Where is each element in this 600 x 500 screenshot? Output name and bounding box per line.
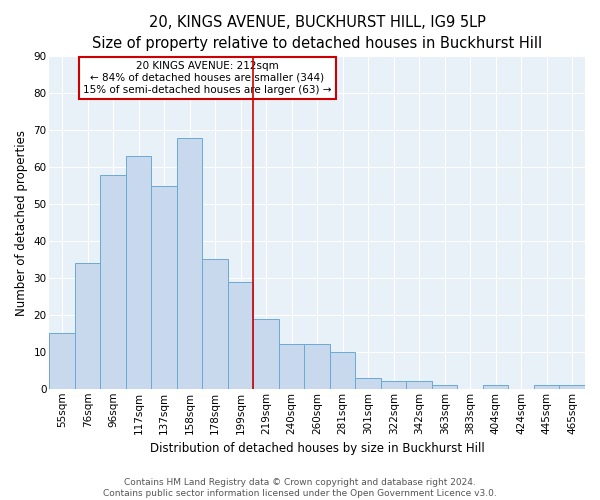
Bar	[559, 385, 585, 389]
X-axis label: Distribution of detached houses by size in Buckhurst Hill: Distribution of detached houses by size …	[150, 442, 485, 455]
Bar	[483, 385, 508, 389]
Bar	[304, 344, 330, 389]
Y-axis label: Number of detached properties: Number of detached properties	[15, 130, 28, 316]
Title: 20, KINGS AVENUE, BUCKHURST HILL, IG9 5LP
Size of property relative to detached : 20, KINGS AVENUE, BUCKHURST HILL, IG9 5L…	[92, 15, 542, 51]
Bar	[330, 352, 355, 389]
Bar	[406, 382, 432, 389]
Text: 20 KINGS AVENUE: 212sqm
← 84% of detached houses are smaller (344)
15% of semi-d: 20 KINGS AVENUE: 212sqm ← 84% of detache…	[83, 62, 332, 94]
Bar	[151, 186, 177, 389]
Bar	[177, 138, 202, 389]
Text: Contains HM Land Registry data © Crown copyright and database right 2024.
Contai: Contains HM Land Registry data © Crown c…	[103, 478, 497, 498]
Bar	[534, 385, 559, 389]
Bar	[49, 334, 75, 389]
Bar	[126, 156, 151, 389]
Bar	[432, 385, 457, 389]
Bar	[75, 263, 100, 389]
Bar	[253, 318, 279, 389]
Bar	[355, 378, 381, 389]
Bar	[100, 174, 126, 389]
Bar	[381, 382, 406, 389]
Bar	[279, 344, 304, 389]
Bar	[202, 260, 228, 389]
Bar	[228, 282, 253, 389]
